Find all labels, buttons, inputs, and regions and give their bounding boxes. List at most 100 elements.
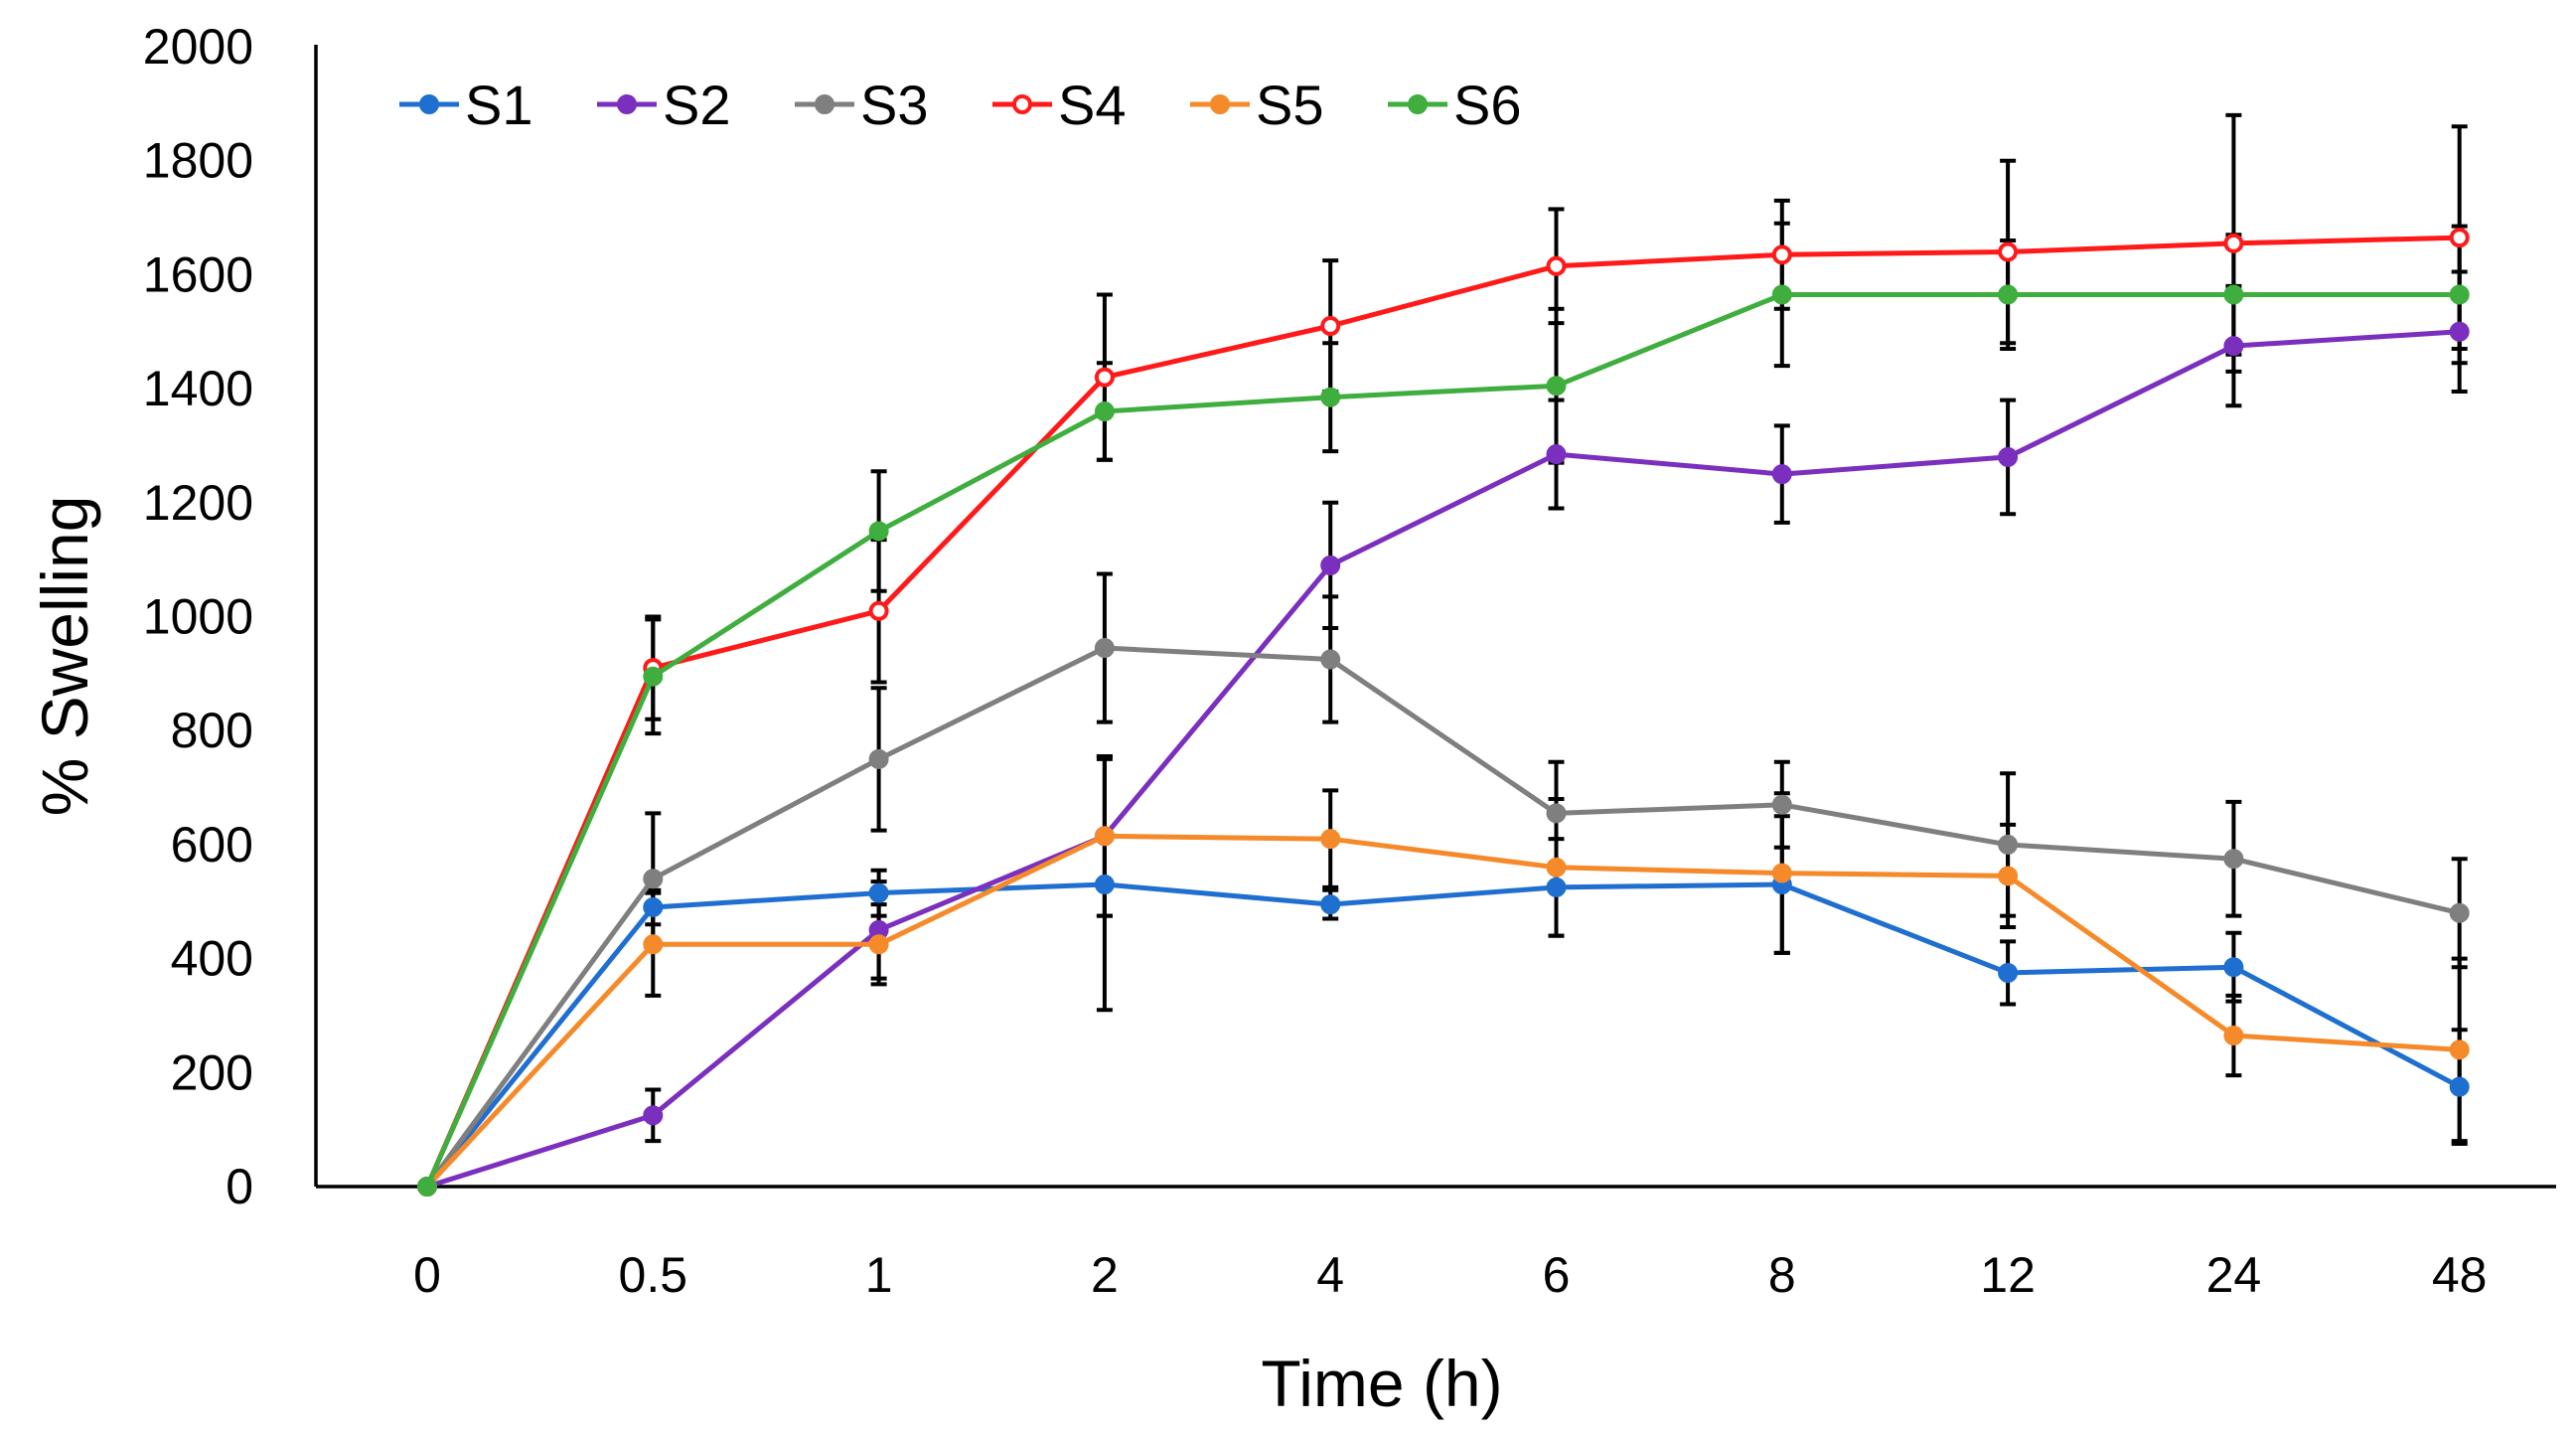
legend-item-s3: S3 (795, 74, 929, 136)
y-tick-label: 800 (171, 703, 253, 758)
data-point-s2 (2223, 336, 2244, 357)
data-point-s6 (2449, 284, 2470, 305)
series-line-s3 (424, 645, 2461, 1189)
data-point-s4 (1771, 244, 1792, 265)
data-point-s5 (1998, 866, 2019, 886)
data-point-s4 (1998, 241, 2019, 262)
legend-swatch-marker-s3 (815, 94, 834, 114)
data-point-s3 (1094, 638, 1115, 659)
data-point-s6 (1094, 401, 1115, 422)
y-tick-label: 200 (171, 1044, 253, 1100)
data-point-s2 (1546, 444, 1567, 465)
data-point-s3 (1771, 794, 1792, 815)
axes (314, 45, 2556, 1189)
legend-item-s2: S2 (597, 74, 731, 136)
x-tick-label: 12 (1980, 1247, 2036, 1303)
series-line-s6 (424, 292, 2460, 1189)
legend-item-s5: S5 (1190, 74, 1324, 136)
y-tick-label: 400 (171, 931, 253, 987)
legend-label-s5: S5 (1256, 74, 1324, 136)
legend-swatch-marker-s2 (617, 94, 637, 114)
data-point-s2 (2449, 321, 2470, 342)
legend-item-s1: S1 (399, 74, 533, 136)
y-tick-label: 600 (171, 817, 253, 873)
data-point-s5 (643, 934, 664, 955)
data-point-s2 (1998, 446, 2019, 467)
legend-label-s3: S3 (860, 74, 929, 136)
data-point-s2 (1320, 555, 1341, 575)
legend-label-s1: S1 (465, 74, 533, 136)
data-point-s6 (868, 521, 889, 542)
y-tick-label: 1000 (143, 589, 253, 645)
tick-labels: 0 200 400 600 800 1000 1200 1400 1600 1800 2000 0 0.… (143, 19, 2488, 1303)
x-tick-label: 4 (1316, 1247, 1344, 1303)
data-point-s5 (1320, 829, 1341, 850)
y-tick-label: 1400 (143, 361, 253, 416)
data-point-s5 (1771, 863, 1792, 883)
x-tick-label: 0.5 (619, 1247, 688, 1303)
legend-swatch-marker-s5 (1210, 94, 1230, 114)
series-line-s5 (425, 833, 2460, 1189)
data-point-s3 (2449, 902, 2470, 923)
legend-label-s4: S4 (1058, 74, 1127, 136)
x-axis-title: Time (h) (1261, 1347, 1502, 1420)
x-tick-label: 1 (865, 1247, 893, 1303)
y-tick-label: 0 (226, 1159, 253, 1214)
legend-label-s6: S6 (1453, 74, 1522, 136)
legend-item-s6: S6 (1388, 74, 1522, 136)
data-point-s3 (1320, 649, 1341, 670)
data-point-s6 (1771, 284, 1792, 305)
data-point-s6 (1998, 284, 2019, 305)
data-point-s4 (1320, 316, 1341, 337)
legend: S1 S2 S3 S4 S5 S6 (399, 74, 1522, 136)
data-point-s3 (1546, 803, 1567, 824)
data-point-s3 (643, 869, 664, 889)
data-point-s6 (1546, 376, 1567, 397)
data-point-s1 (1546, 877, 1567, 897)
data-point-s3 (1998, 834, 2019, 855)
series-line-s4 (424, 235, 2460, 1188)
data-point-s4 (1094, 367, 1115, 388)
data-point-s6 (2223, 284, 2244, 305)
data-point-s1 (1998, 962, 2019, 983)
data-point-s4 (2449, 228, 2470, 248)
x-tick-label: 8 (1768, 1247, 1796, 1303)
data-point-s5 (1094, 826, 1115, 847)
legend-swatch-marker-s4 (1012, 94, 1032, 114)
data-point-s4 (2223, 233, 2244, 253)
y-tick-label: 2000 (143, 19, 253, 75)
y-tick-label: 1600 (143, 246, 253, 302)
data-point-s5 (868, 934, 889, 955)
y-axis-title: % Swelling (28, 496, 101, 817)
y-tick-label: 1200 (143, 475, 253, 531)
legend-item-s4: S4 (992, 74, 1127, 136)
data-point-s6 (643, 666, 664, 687)
data-point-s5 (2449, 1039, 2470, 1060)
data-point-s2 (643, 1105, 664, 1126)
data-point-s1 (1094, 875, 1115, 895)
series-line-s2 (426, 329, 2460, 1190)
x-tick-label: 2 (1091, 1247, 1119, 1303)
data-point-s4 (1546, 255, 1567, 276)
y-tick-label: 1800 (143, 133, 253, 189)
data-point-s5 (1546, 857, 1567, 877)
x-tick-label: 6 (1543, 1247, 1571, 1303)
data-point-s6 (417, 1177, 437, 1196)
legend-swatch-marker-s6 (1408, 94, 1428, 114)
series-line-s1 (425, 881, 2461, 1189)
data-point-s3 (2223, 849, 2244, 870)
data-point-s1 (2223, 957, 2244, 978)
legend-swatch-marker-s1 (419, 94, 439, 114)
x-tick-label: 0 (413, 1247, 441, 1303)
data-point-s2 (1771, 464, 1792, 485)
data-point-s1 (1320, 894, 1341, 915)
data-point-s3 (868, 748, 889, 769)
data-point-s1 (643, 896, 664, 917)
data-point-s1 (868, 882, 889, 903)
data-point-s1 (2449, 1076, 2470, 1097)
data-point-s5 (2223, 1026, 2244, 1046)
legend-label-s2: S2 (663, 74, 731, 136)
